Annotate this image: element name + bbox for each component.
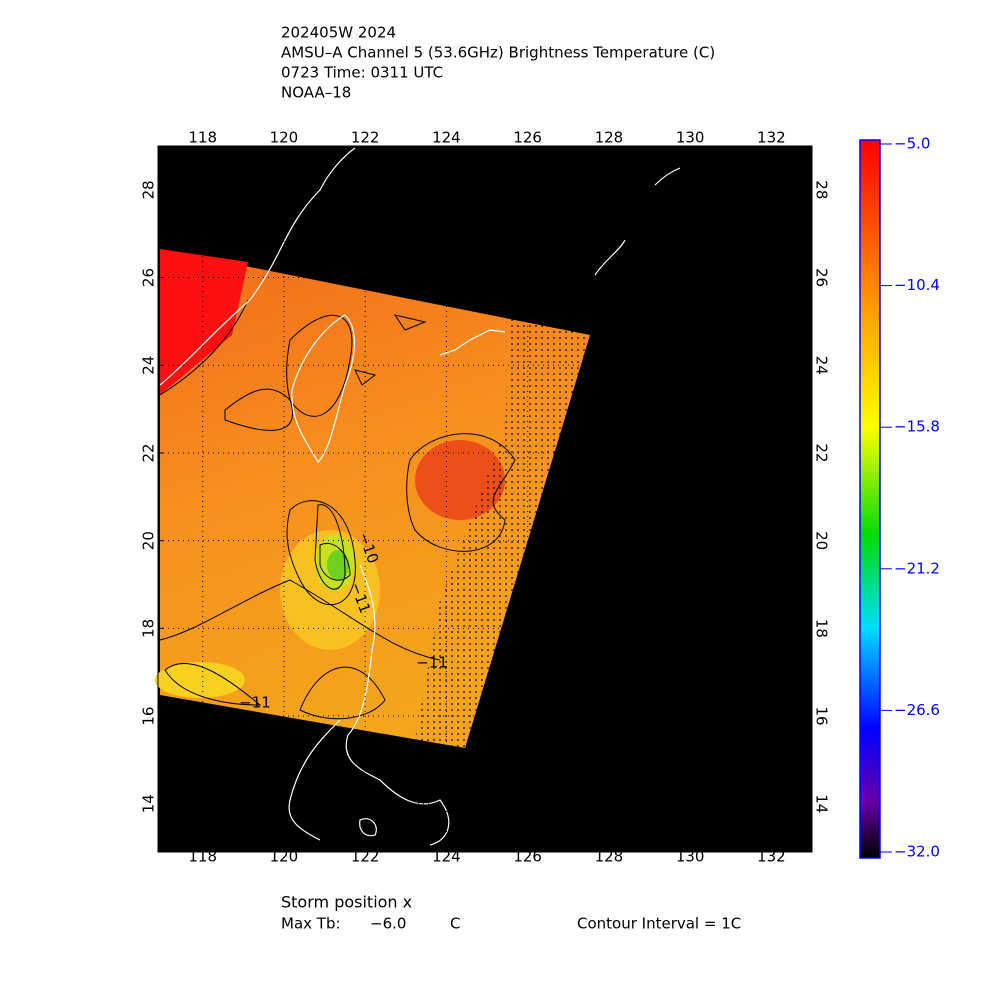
warm-region (160, 249, 248, 395)
y-tick-label: 28 (140, 180, 158, 199)
colorbar (860, 140, 880, 858)
y-tick-label: 14 (813, 794, 831, 813)
coastlines (159, 147, 681, 846)
x-tick-label: 120 (270, 848, 299, 866)
cool-region (155, 662, 245, 698)
contour-label: −11 (239, 694, 271, 712)
title: 202405W 2024 AMSU–A Channel 5 (53.6GHz) … (281, 24, 715, 102)
y-tick-label: 16 (140, 707, 158, 726)
title-line: NOAA–18 (281, 84, 351, 102)
stipple (415, 318, 590, 748)
x-tick-label: 126 (513, 129, 542, 147)
y-tick-label: 22 (140, 443, 158, 462)
y-tick-label: 20 (813, 531, 831, 550)
y-tick-label: 24 (813, 356, 831, 375)
y-tick-label: 16 (813, 707, 831, 726)
y-tick-label: 20 (140, 531, 158, 550)
contours (159, 299, 516, 720)
max-tb-unit: C (450, 915, 460, 933)
x-tick-label: 124 (432, 129, 461, 147)
contour-interval: Contour Interval = 1C (577, 915, 741, 933)
x-tick-label: 118 (188, 129, 217, 147)
x-tick-label: 130 (676, 129, 705, 147)
max-tb: −6.0 (370, 915, 406, 933)
colorbar-tick-label: −26.6 (894, 701, 940, 719)
colorbar-tick-label: −32.0 (894, 843, 940, 861)
y-tick-label: 28 (813, 180, 831, 199)
y-tick-label: 18 (140, 619, 158, 638)
contour-label: −11 (416, 654, 448, 672)
title-line: AMSU–A Channel 5 (53.6GHz) Brightness Te… (281, 44, 715, 62)
y-tick-label: 26 (813, 268, 831, 287)
colorbar-tick-label: −21.2 (894, 559, 940, 577)
colorbar-tick-label: −10.4 (894, 276, 940, 294)
map-frame (157, 145, 813, 853)
y-tick-label: 26 (140, 268, 158, 287)
x-tick-label: 120 (270, 129, 299, 147)
title-line: 0723 Time: 0311 UTC (281, 64, 443, 82)
colorbar-tick-label: −15.8 (894, 418, 940, 436)
storm-position: Storm position x (281, 893, 412, 912)
x-tick-label: 122 (351, 848, 380, 866)
cool-region (327, 550, 349, 580)
max-tb-label: Max Tb: (281, 915, 341, 933)
y-tick-label: 18 (813, 619, 831, 638)
y-tick-label: 24 (140, 356, 158, 375)
x-tick-label: 124 (432, 848, 461, 866)
footer: Storm position x Max Tb: −6.0 C Contour … (281, 893, 741, 933)
x-tick-label: 128 (595, 848, 624, 866)
x-tick-label: 128 (595, 129, 624, 147)
x-tick-label: 122 (351, 129, 380, 147)
y-tick-label: 14 (140, 794, 158, 813)
x-tick-label: 126 (513, 848, 542, 866)
y-tick-label: 22 (813, 443, 831, 462)
x-tick-label: 132 (757, 848, 786, 866)
swath (155, 249, 590, 748)
x-tick-label: 132 (757, 129, 786, 147)
colorbar-frame (859, 139, 881, 859)
colorbar-tick-label: −5.0 (894, 135, 930, 153)
x-tick-label: 130 (676, 848, 705, 866)
x-tick-label: 118 (188, 848, 217, 866)
title-line: 202405W 2024 (281, 24, 396, 42)
